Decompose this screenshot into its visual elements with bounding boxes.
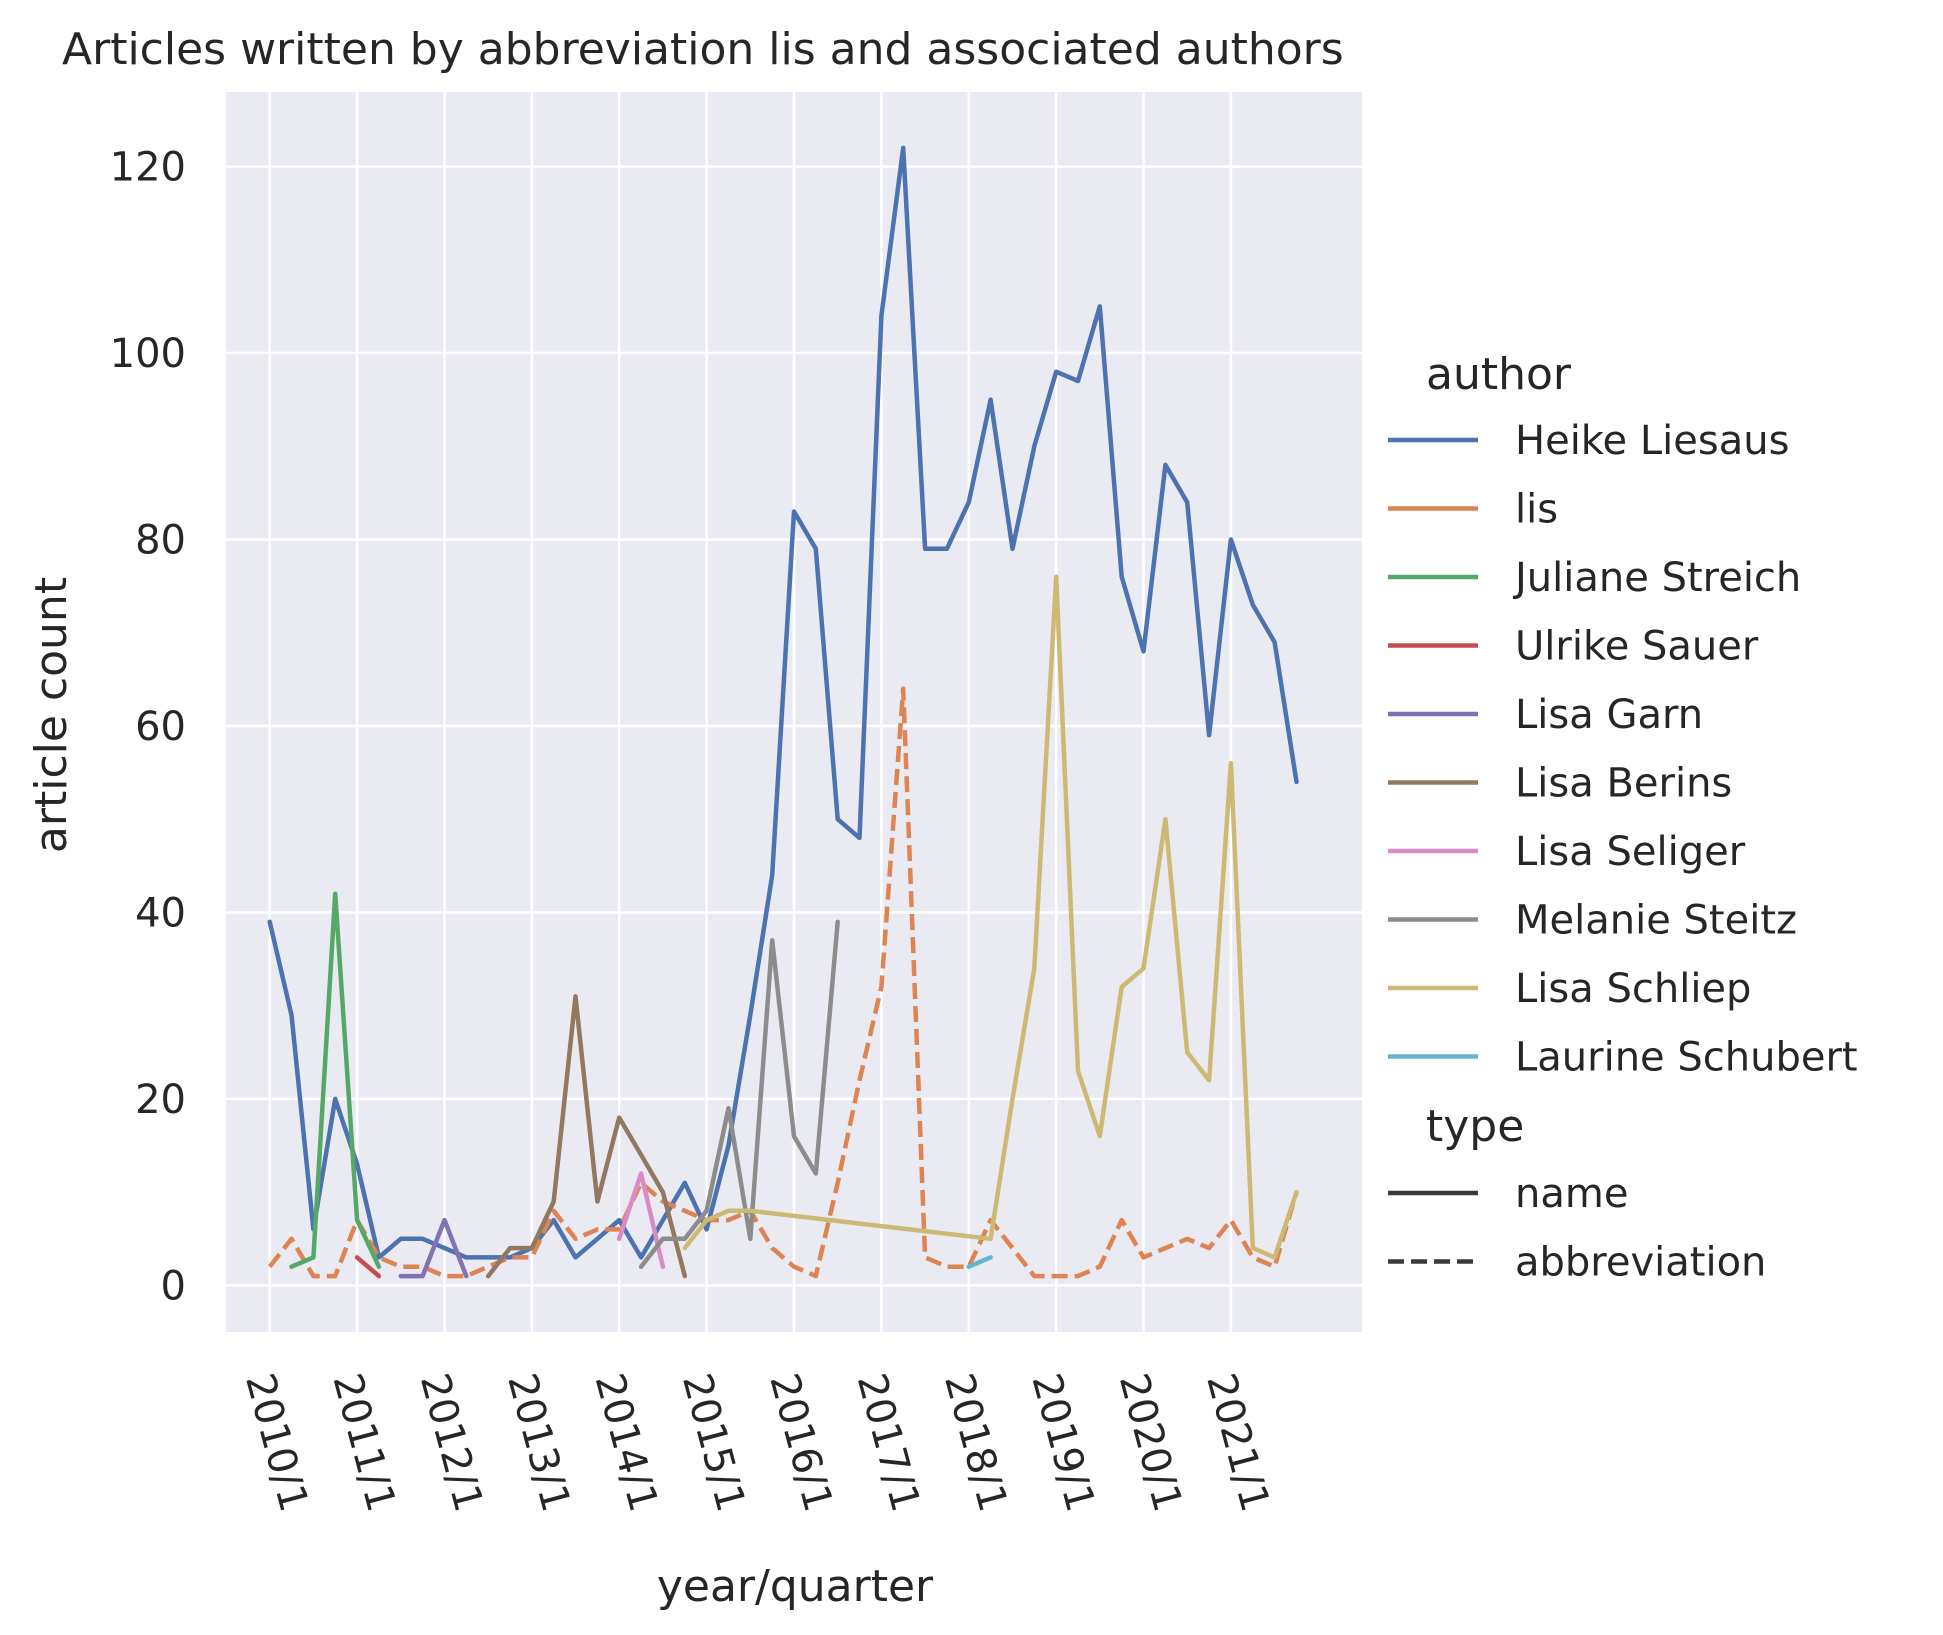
legend-title-author: author: [1426, 349, 1572, 400]
legend-label-lisa-seliger: Lisa Seliger: [1515, 829, 1746, 875]
legend: author Heike Liesaus lis Juliane Streich Ul…: [1388, 349, 1858, 1286]
legend-label-lisa-berins: Lisa Berins: [1515, 761, 1732, 807]
series-line-heike-liesaus: [267, 145, 1299, 1260]
y-tick-label: 60: [135, 704, 186, 750]
legend-label-name: name: [1515, 1171, 1628, 1217]
x-tick-label: 2011/1: [323, 1369, 404, 1517]
y-tick-label: 100: [110, 331, 186, 377]
y-axis-label: article count: [26, 577, 77, 853]
series-line-lisa-berins: [485, 994, 688, 1279]
x-tick-label: 2019/1: [1022, 1369, 1103, 1517]
x-tick-label: 2017/1: [848, 1369, 929, 1517]
y-tick-label: 20: [135, 1077, 186, 1123]
x-tick-label: 2013/1: [498, 1369, 579, 1517]
series-line-laurine-schubert: [966, 1255, 993, 1269]
legend-label-melanie-steitz: Melanie Steitz: [1515, 898, 1797, 944]
legend-label-heike-liesaus: Heike Liesaus: [1515, 418, 1789, 464]
series-lines: [267, 145, 1299, 1279]
x-tick-label: 2010/1: [236, 1369, 317, 1517]
legend-label-lis: lis: [1515, 487, 1558, 533]
series-line-lisa-garn: [398, 1217, 469, 1279]
x-tick-label: 2020/1: [1110, 1369, 1191, 1517]
x-tick-label: 2015/1: [673, 1369, 754, 1517]
x-tick-label: 2016/1: [760, 1369, 841, 1517]
series-line-juliane-streich: [289, 891, 382, 1269]
series-line-melanie-steitz: [638, 919, 840, 1269]
legend-label-ulrike-sauer: Ulrike Sauer: [1515, 624, 1759, 670]
y-tick-label: 80: [135, 518, 186, 564]
y-tick-label: 40: [135, 890, 186, 936]
legend-label-lisa-garn: Lisa Garn: [1515, 692, 1703, 738]
legend-label-laurine-schubert: Laurine Schubert: [1515, 1035, 1858, 1081]
legend-label-juliane-streich: Juliane Streich: [1512, 555, 1801, 601]
chart-title: Articles written by abbreviation lis and…: [62, 24, 1344, 75]
y-tick-label: 0: [161, 1263, 186, 1309]
x-tick-label: 2018/1: [935, 1369, 1016, 1517]
series-line-lisa-schliep: [682, 574, 1299, 1260]
legend-label-lisa-schliep: Lisa Schliep: [1515, 966, 1751, 1012]
x-tick-label: 2014/1: [586, 1369, 667, 1517]
x-tick-label: 2021/1: [1197, 1369, 1278, 1517]
x-tick-label: 2012/1: [411, 1369, 492, 1517]
series-line-ulrike-sauer: [354, 1255, 382, 1279]
legend-title-type: type: [1426, 1101, 1524, 1152]
series-line-lis: [267, 686, 1299, 1279]
series-line-lisa-seliger: [616, 1171, 666, 1269]
x-axis-label: year/quarter: [657, 1561, 934, 1612]
y-tick-label: 120: [110, 145, 186, 191]
legend-label-abbreviation: abbreviation: [1515, 1240, 1766, 1286]
